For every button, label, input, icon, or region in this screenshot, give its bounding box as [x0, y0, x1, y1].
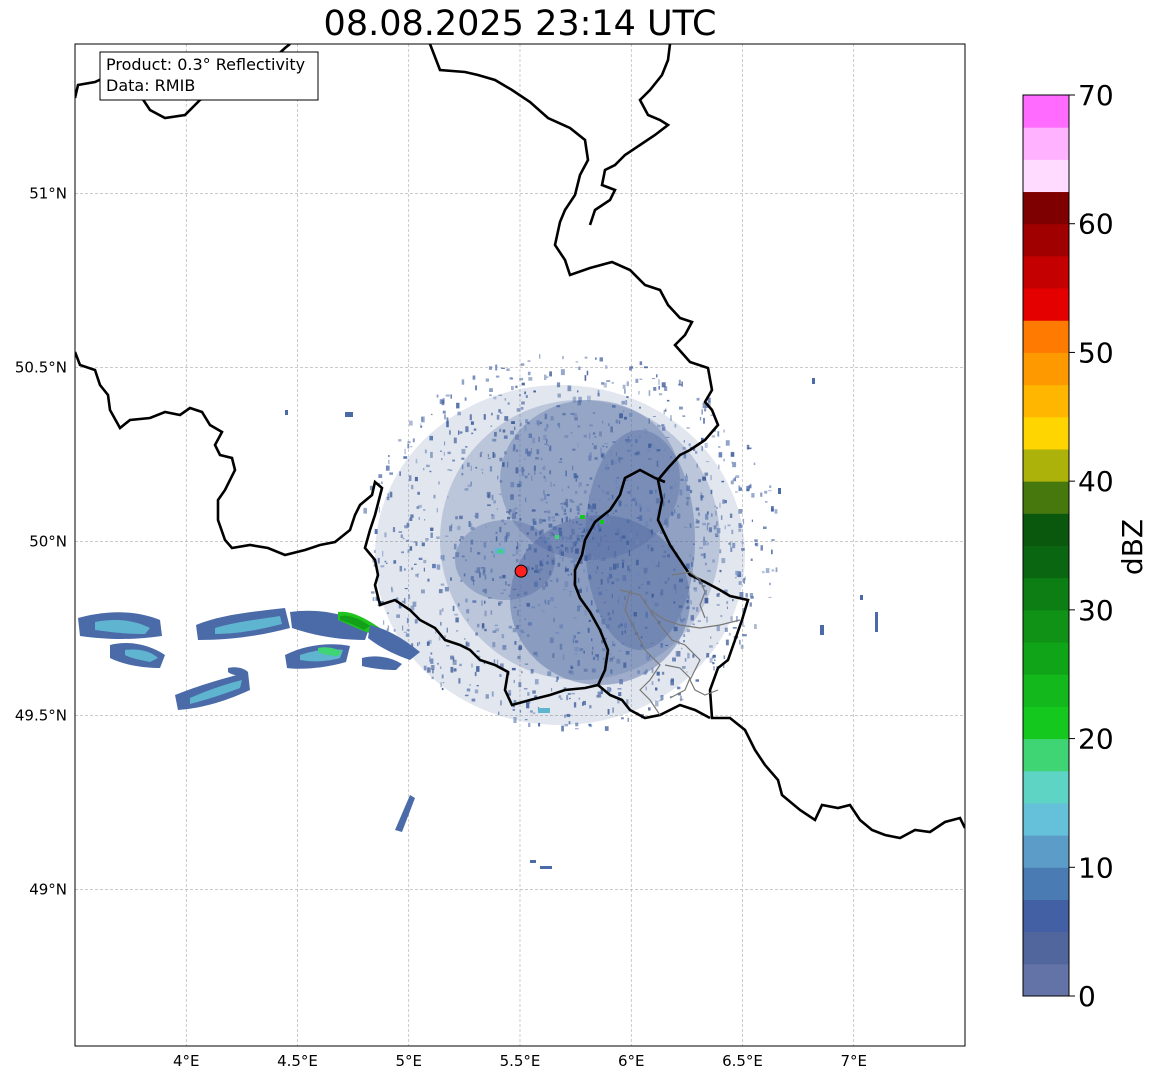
colorbar-frame	[1022, 94, 1070, 997]
colorbar-swatch	[1023, 481, 1069, 514]
colorbar-swatch	[1023, 706, 1069, 740]
colorbar-swatch	[1023, 191, 1069, 225]
region-border-4	[671, 571, 706, 619]
colorbar-swatch	[1023, 802, 1069, 836]
colorbar-swatch	[1023, 513, 1069, 546]
lat-tick-label: 50°N	[29, 533, 67, 551]
country-border-nl-de-upper	[588, 44, 672, 226]
map-title: 08.08.2025 23:14 UTC	[323, 4, 717, 44]
colorbar-swatch	[1023, 867, 1069, 900]
info-data-source: Data: RMIB	[106, 76, 195, 95]
country-border-de-nl	[428, 44, 965, 840]
scattered-cells	[285, 378, 878, 869]
country-border-lux-south	[597, 684, 711, 720]
colorbar-swatch	[1023, 223, 1069, 257]
colorbar-swatch	[1023, 674, 1069, 707]
colorbar-tick-label: 50	[1078, 336, 1114, 369]
colorbar-ticks: 0 10 20 30 40 50 60 70	[1069, 79, 1114, 1013]
lat-tick-label: 50.5°N	[15, 359, 67, 377]
colorbar-swatch	[1023, 931, 1069, 965]
map-frame	[74, 43, 966, 1047]
country-border-be-fr	[75, 351, 599, 707]
lon-tick-label: 6.5°E	[722, 1052, 763, 1070]
colorbar-swatch	[1023, 770, 1069, 804]
lat-tick-label: 49.5°N	[15, 706, 67, 724]
radar-site-marker	[514, 564, 528, 578]
colorbar-swatch	[1023, 95, 1069, 128]
lon-tick-label: 7°E	[840, 1052, 867, 1070]
country-border-lux	[573, 468, 666, 686]
colorbar-tick-label: 40	[1078, 465, 1114, 498]
colorbar-tick-label: 0	[1078, 980, 1096, 1013]
colorbar-swatch	[1023, 738, 1069, 772]
colorbar-tick-label: 20	[1078, 723, 1114, 756]
colorbar-tick-label: 70	[1078, 79, 1114, 112]
colorbar-swatch	[1023, 899, 1069, 933]
lat-tick-label: 51°N	[29, 185, 67, 203]
radar-echoes	[78, 354, 878, 869]
info-box: Product: 0.3° Reflectivity Data: RMIB	[99, 51, 319, 101]
colorbar-swatch	[1023, 609, 1069, 643]
info-product: Product: 0.3° Reflectivity	[106, 55, 305, 74]
colorbar-swatch	[1023, 352, 1069, 386]
colorbar: 0 10 20 30 40 50 60 70 dBZ	[1022, 79, 1149, 1013]
colorbar-swatch	[1023, 127, 1069, 160]
colorbar-swatch	[1023, 545, 1069, 579]
colorbar-swatch	[1023, 577, 1069, 611]
colorbar-swatch	[1023, 963, 1069, 997]
region-border-3	[624, 589, 661, 716]
latitude-tick-labels: 49°N 49.5°N 50°N 50.5°N 51°N	[15, 185, 67, 899]
region-border-5	[664, 664, 691, 699]
colorbar-swatch	[1023, 320, 1069, 353]
region-border-1	[619, 589, 741, 629]
colorbar-tick-label: 10	[1078, 851, 1114, 884]
lon-tick-label: 4°E	[173, 1052, 200, 1070]
colorbar-swatch	[1023, 448, 1069, 482]
lon-tick-label: 5°E	[395, 1052, 422, 1070]
rain-band-west	[78, 608, 420, 710]
longitude-tick-labels: 4°E 4.5°E 5°E 5.5°E 6°E 6.5°E 7°E	[173, 1052, 867, 1070]
lon-tick-label: 5.5°E	[500, 1052, 541, 1070]
lon-tick-label: 6°E	[618, 1052, 645, 1070]
colorbar-swatch	[1023, 159, 1069, 193]
region-border-2	[649, 609, 719, 696]
lon-tick-label: 4.5°E	[277, 1052, 318, 1070]
colorbar-tick-label: 30	[1078, 594, 1114, 627]
colorbar-swatches	[1023, 95, 1069, 997]
radar-coverage-scatter	[363, 354, 778, 732]
gridlines	[75, 44, 965, 1046]
colorbar-swatch	[1023, 288, 1069, 321]
colorbar-swatch	[1023, 416, 1069, 450]
lat-tick-label: 49°N	[29, 880, 67, 898]
colorbar-unit-label: dBZ	[1116, 519, 1149, 575]
colorbar-swatch	[1023, 384, 1069, 418]
colorbar-swatch	[1023, 255, 1069, 289]
colorbar-tick-label: 60	[1078, 208, 1114, 241]
colorbar-swatch	[1023, 835, 1069, 868]
colorbar-swatch	[1023, 642, 1069, 675]
